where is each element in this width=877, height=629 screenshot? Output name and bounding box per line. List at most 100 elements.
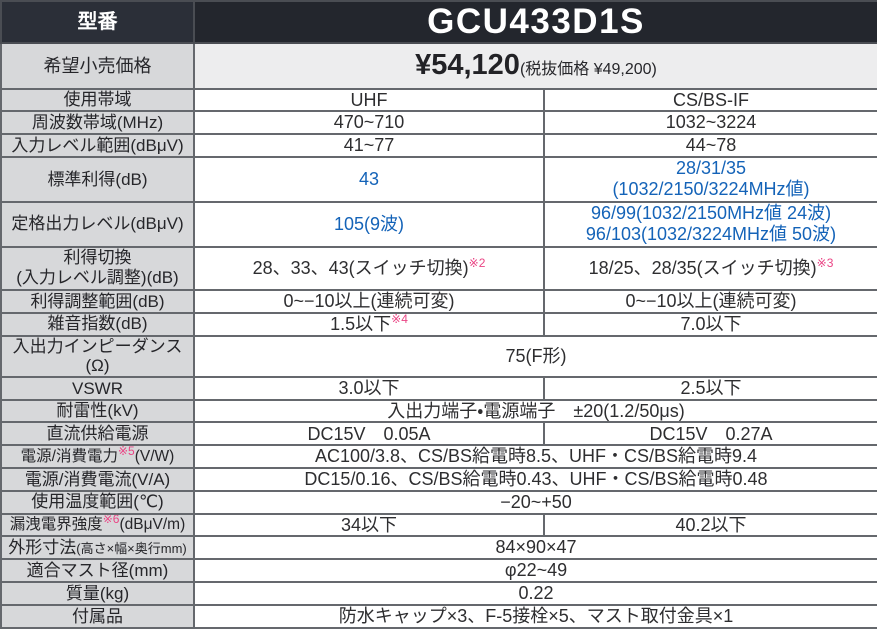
- spec-value-standard-gain-uhf: 43: [193, 155, 545, 203]
- spec-value-band-csbs: CS/BS-IF: [542, 87, 877, 113]
- spec-value-impedance: 75(F形): [192, 334, 877, 378]
- standard-gain-csbs-line2: (1032/2150/3224MHz値): [612, 179, 810, 200]
- spec-value-input-level-uhf: 41~77: [193, 133, 545, 158]
- spec-value-standard-gain-csbs: 28/31/35 (1032/2150/3224MHz値): [542, 155, 877, 203]
- spec-row-noise: 雑音指数(dB) 1.5以下※4 7.0以下: [0, 311, 877, 337]
- footnote-marker-5: ※5: [117, 445, 135, 458]
- footnote-marker-3: ※3: [816, 256, 834, 271]
- spec-label-standard-gain: 標準利得(dB): [0, 155, 195, 203]
- spec-row-rated-output: 定格出力レベル(dBμV) 105(9波) 96/99(1032/2150MHz…: [0, 200, 877, 248]
- spec-row-lightning: 耐雷性(kV) 入出力端子・電源端子 ±20(1.2/50μs): [0, 398, 877, 424]
- spec-label-accessories: 付属品: [0, 603, 195, 629]
- spec-row-dimensions: 外形寸法(高さ×幅×奥行mm) 84×90×47: [0, 535, 877, 561]
- spec-label-gain-adjust: 利得調整範囲(dB): [0, 289, 195, 314]
- spec-label-vswr: VSWR: [0, 375, 195, 401]
- gain-switch-label-line1: 利得切換: [63, 248, 132, 268]
- spec-value-input-level-csbs: 44~78: [542, 133, 877, 158]
- spec-row-impedance: 入出力インピーダンス(Ω) 75(F形): [0, 334, 877, 378]
- power-w-label-unit: (V/W): [134, 447, 175, 465]
- spec-row-temperature: 使用温度範囲(℃) −20~+50: [0, 489, 877, 515]
- spec-row-accessories: 付属品 防水キャップ×3、F-5接栓×5、マスト取付金具×1: [0, 603, 877, 629]
- price-tax-excluded: (税抜価格 ¥49,200): [519, 61, 657, 79]
- spec-value-power-consumption-w: AC100/3.8、CS/BS給電時8.5、UHF・CS/BS給電時9.4: [192, 444, 877, 470]
- gain-switch-label-line2: (入力レベル調整)(dB): [16, 268, 179, 288]
- price-row: 希望小売価格 ¥54,120(税抜価格 ¥49,200): [0, 42, 877, 90]
- spec-label-lightning: 耐雷性(kV): [0, 398, 195, 424]
- price-main: ¥54,120: [415, 49, 520, 82]
- spec-row-power-current-a: 電源/消費電流(V/A) DC15/0.16、CS/BS給電時0.43、UHF・…: [0, 467, 877, 492]
- spec-row-mast-diameter: 適合マスト径(mm) φ22~49: [0, 558, 877, 583]
- standard-gain-csbs-line1: 28/31/35: [675, 158, 747, 179]
- spec-value-gain-adjust-uhf: 0~−10以上(連続可変): [193, 289, 545, 314]
- spec-label-temperature: 使用温度範囲(℃): [0, 489, 195, 515]
- spec-row-frequency: 周波数帯域(MHz) 470~710 1032~3224: [0, 110, 877, 136]
- spec-label-frequency: 周波数帯域(MHz): [0, 110, 195, 136]
- model-number-value: GCU433D1S: [192, 0, 877, 45]
- spec-value-vswr-uhf: 3.0以下: [193, 375, 545, 401]
- spec-value-noise-uhf: 1.5以下※4: [193, 311, 545, 337]
- header-row: 型番 GCU433D1S: [0, 0, 877, 45]
- noise-uhf-text: 1.5以下: [330, 313, 392, 334]
- spec-value-rated-output-csbs: 96/99(1032/2150MHz値 24波) 96/103(1032/322…: [542, 200, 877, 248]
- spec-label-leakage: 漏洩電界強度※6(dBμV/m): [0, 512, 195, 538]
- spec-value-leakage-csbs: 40.2以下: [542, 512, 877, 538]
- spec-label-power-consumption-w: 電源/消費電力※5(V/W): [0, 444, 195, 470]
- spec-label-dimensions: 外形寸法(高さ×幅×奥行mm): [0, 535, 195, 561]
- spec-value-gain-switch-uhf: 28、33、43(スイッチ切換)※2: [193, 245, 545, 292]
- spec-row-weight: 質量(kg) 0.22: [0, 580, 877, 606]
- spec-row-gain-switch: 利得切換 (入力レベル調整)(dB) 28、33、43(スイッチ切換)※2 18…: [0, 245, 877, 292]
- spec-value-band-uhf: UHF: [193, 87, 545, 113]
- spec-value-mast-diameter: φ22~49: [192, 558, 877, 583]
- spec-value-temperature: −20~+50: [192, 489, 877, 515]
- spec-value-gain-adjust-csbs: 0~−10以上(連続可変): [542, 289, 877, 314]
- spec-value-frequency-csbs: 1032~3224: [542, 110, 877, 136]
- gain-switch-uhf-text: 28、33、43(スイッチ切換): [252, 258, 469, 279]
- spec-row-dc-supply: 直流供給電源 DC15V 0.05A DC15V 0.27A: [0, 421, 877, 447]
- spec-value-noise-csbs: 7.0以下: [542, 311, 877, 337]
- spec-row-gain-adjust: 利得調整範囲(dB) 0~−10以上(連続可変) 0~−10以上(連続可変): [0, 289, 877, 314]
- spec-value-leakage-uhf: 34以下: [193, 512, 545, 538]
- spec-value-lightning: 入出力端子・電源端子 ±20(1.2/50μs): [192, 398, 877, 424]
- spec-value-dc-supply-uhf: DC15V 0.05A: [193, 421, 545, 447]
- spec-label-rated-output: 定格出力レベル(dBμV): [0, 200, 195, 248]
- spec-label-weight: 質量(kg): [0, 580, 195, 606]
- spec-row-input-level: 入力レベル範囲(dBμV) 41~77 44~78: [0, 133, 877, 158]
- spec-row-vswr: VSWR 3.0以下 2.5以下: [0, 375, 877, 401]
- spec-value-power-current-a: DC15/0.16、CS/BS給電時0.43、UHF・CS/BS給電時0.48: [192, 467, 877, 492]
- spec-label-noise: 雑音指数(dB): [0, 311, 195, 337]
- rated-output-csbs-line1: 96/99(1032/2150MHz値 24波): [590, 203, 832, 224]
- spec-label-dc-supply: 直流供給電源: [0, 421, 195, 447]
- price-label: 希望小売価格: [0, 42, 195, 90]
- dimensions-label-unit: (高さ×幅×奥行mm): [76, 540, 187, 556]
- spec-value-vswr-csbs: 2.5以下: [542, 375, 877, 401]
- model-number-label: 型番: [0, 0, 195, 45]
- footnote-marker-4: ※4: [391, 312, 408, 326]
- spec-label-band: 使用帯域: [0, 87, 195, 113]
- footnote-marker-2: ※2: [468, 256, 486, 271]
- leakage-label-unit: (dBμV/m): [119, 516, 186, 534]
- gain-switch-csbs-text: 18/25、28/35(スイッチ切換): [588, 258, 817, 279]
- spec-label-mast-diameter: 適合マスト径(mm): [0, 558, 195, 583]
- spec-value-rated-output-uhf: 105(9波): [193, 200, 545, 248]
- spec-row-band: 使用帯域 UHF CS/BS-IF: [0, 87, 877, 113]
- spec-label-impedance: 入出力インピーダンス(Ω): [0, 334, 195, 378]
- rated-output-csbs-line2: 96/103(1032/3224MHz値 50波): [585, 224, 837, 245]
- spec-value-dc-supply-csbs: DC15V 0.27A: [542, 421, 877, 447]
- spec-row-standard-gain: 標準利得(dB) 43 28/31/35 (1032/2150/3224MHz値…: [0, 155, 877, 203]
- dimensions-label-text: 外形寸法: [8, 537, 77, 557]
- spec-value-gain-switch-csbs: 18/25、28/35(スイッチ切換)※3: [542, 245, 877, 292]
- power-w-label-text: 電源/消費電力: [20, 447, 118, 465]
- spec-value-accessories: 防水キャップ×3、F-5接栓×5、マスト取付金具×1: [192, 603, 877, 629]
- leakage-label-text: 漏洩電界強度: [9, 516, 103, 534]
- spec-label-input-level: 入力レベル範囲(dBμV): [0, 133, 195, 158]
- spec-value-frequency-uhf: 470~710: [193, 110, 545, 136]
- spec-row-leakage: 漏洩電界強度※6(dBμV/m) 34以下 40.2以下: [0, 512, 877, 538]
- price-value: ¥54,120(税抜価格 ¥49,200): [192, 42, 877, 90]
- spec-row-power-consumption-w: 電源/消費電力※5(V/W) AC100/3.8、CS/BS給電時8.5、UHF…: [0, 444, 877, 470]
- spec-value-weight: 0.22: [192, 580, 877, 606]
- footnote-marker-6: ※6: [102, 513, 120, 526]
- spec-label-gain-switch: 利得切換 (入力レベル調整)(dB): [0, 245, 195, 292]
- spec-label-power-current-a: 電源/消費電流(V/A): [0, 467, 195, 492]
- spec-value-dimensions: 84×90×47: [192, 535, 877, 561]
